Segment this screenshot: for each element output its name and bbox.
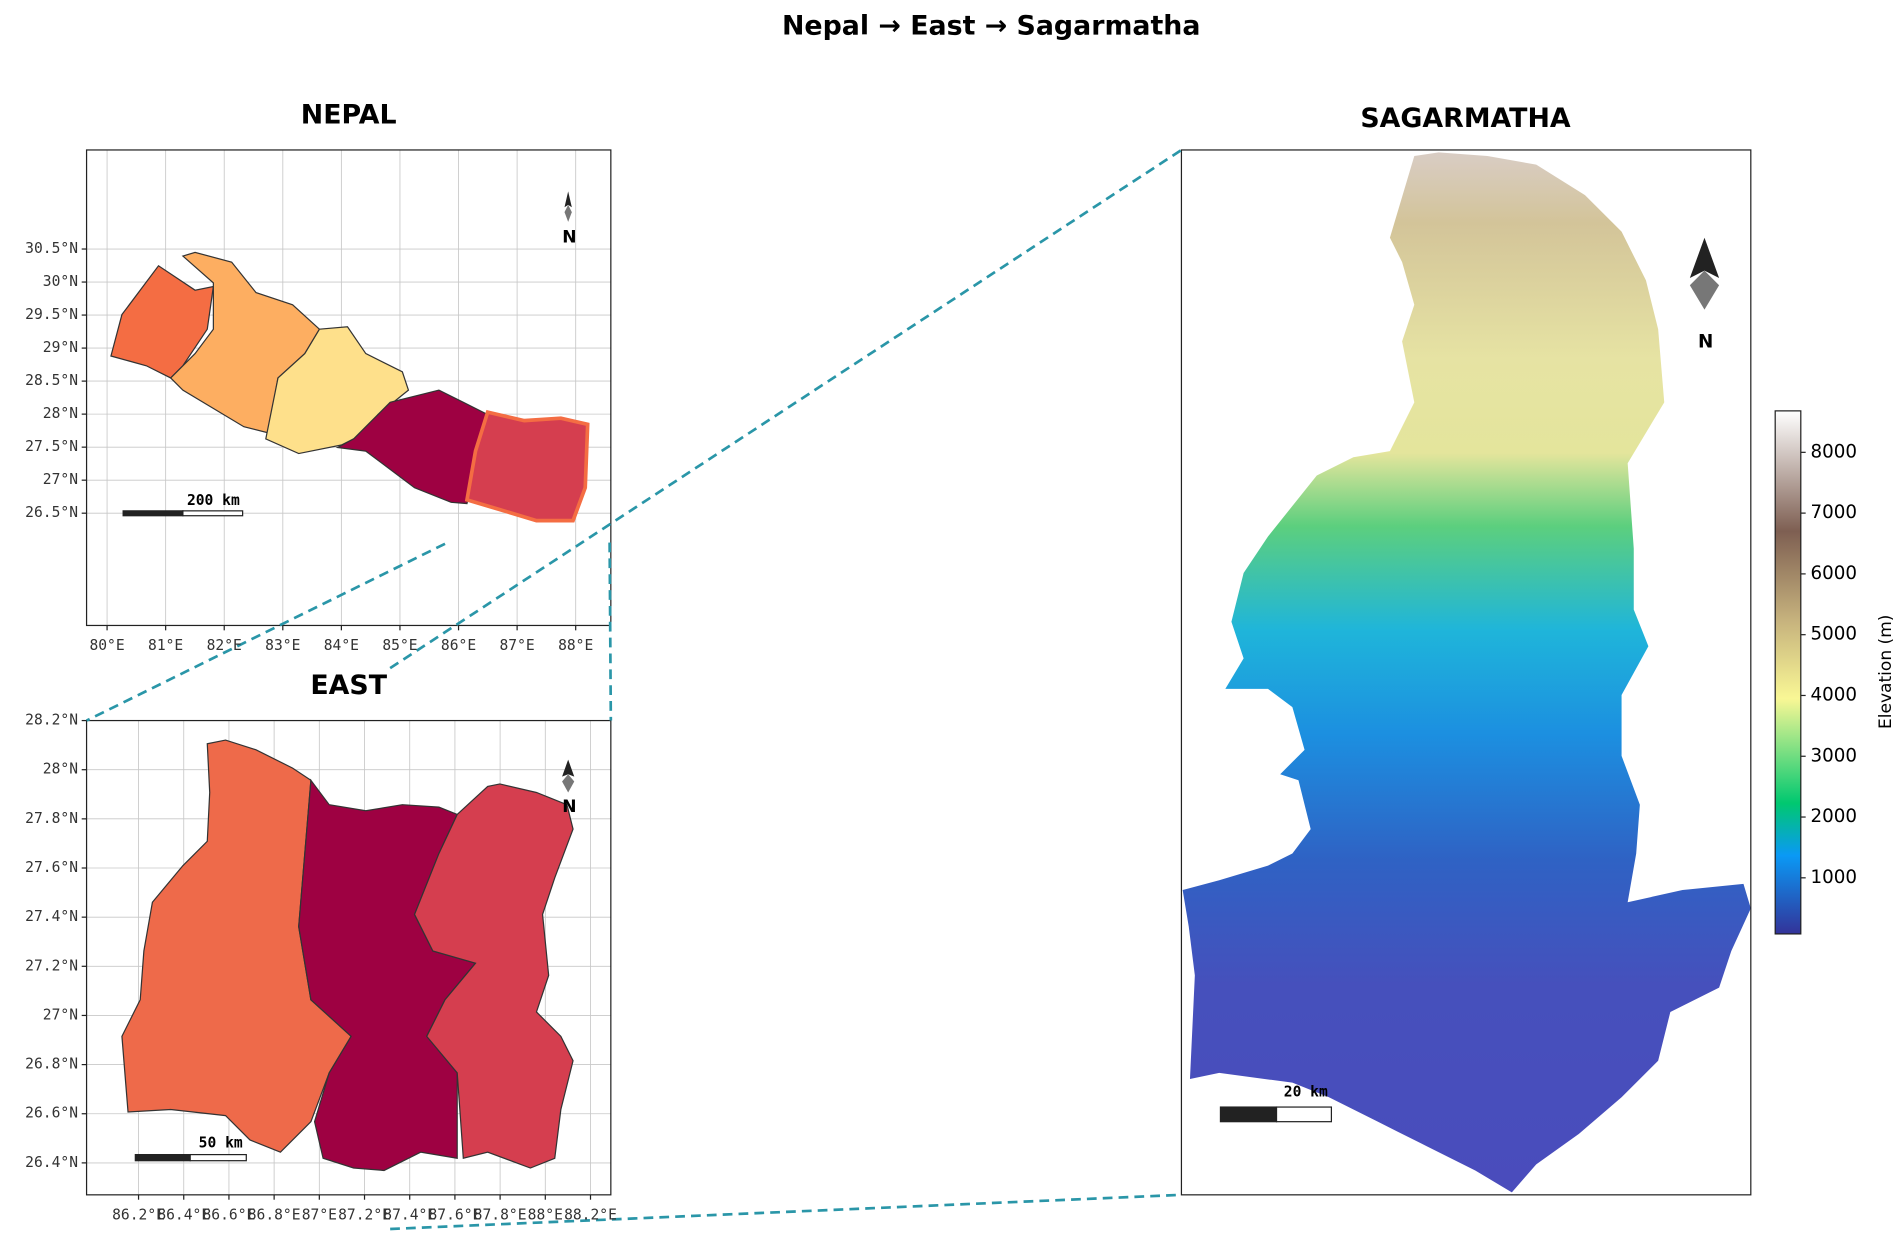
x-tick-label: 86.2°E: [112, 1207, 165, 1224]
y-tick-label: 26.5°N: [25, 504, 78, 521]
scale-bar: [182, 510, 244, 517]
scale-bar: [1275, 1106, 1333, 1123]
district: [413, 783, 574, 1169]
province: [335, 389, 489, 505]
connector: [390, 1193, 1182, 1231]
x-tick-label: 87.8°E: [474, 1207, 527, 1224]
elevation-model: [1182, 152, 1751, 1193]
colorbar-tick-label: 7000: [1811, 502, 1858, 523]
scale-bar: [1219, 1106, 1278, 1123]
districts: [121, 739, 574, 1172]
colorbar-tick-label: 2000: [1811, 806, 1858, 827]
figure-title: Nepal → East → Sagarmatha: [782, 10, 1201, 41]
x-tick-label: 84°E: [324, 637, 359, 654]
connector: [608, 542, 613, 721]
colorbar-tick-label: 6000: [1811, 563, 1858, 584]
x-tick-label: 86.6°E: [203, 1207, 256, 1224]
province: [110, 264, 215, 379]
x-tick-label: 80°E: [89, 637, 124, 654]
x-tick-label: 88.2°E: [564, 1207, 617, 1224]
y-tick-label: 30.5°N: [25, 240, 78, 257]
colorbar-label: Elevation (m): [1876, 615, 1896, 730]
north-label: N: [562, 797, 576, 817]
x-tick-label: 82°E: [207, 637, 242, 654]
north-label: N: [562, 228, 576, 248]
x-tick-label: 87.2°E: [338, 1207, 391, 1224]
y-tick-label: 28°N: [43, 405, 78, 422]
x-tick-label: 88°E: [528, 1207, 563, 1224]
y-tick-label: 27.8°N: [25, 810, 78, 827]
north-arrow: [562, 774, 575, 793]
north-arrow: [1689, 237, 1720, 278]
x-tick-label: 86.8°E: [248, 1207, 301, 1224]
y-tick-label: 27.2°N: [25, 957, 78, 974]
connector: [389, 148, 1183, 670]
x-tick-label: 87°E: [302, 1207, 337, 1224]
scale-bar: [134, 1153, 191, 1162]
y-tick-label: 28.5°N: [25, 372, 78, 389]
scale-bar: [189, 1153, 247, 1162]
y-tick-label: 28°N: [43, 761, 78, 778]
panel-title: NEPAL: [301, 99, 397, 130]
provinces: [110, 251, 590, 523]
x-tick-label: 87.4°E: [383, 1207, 436, 1224]
y-tick-label: 26.6°N: [25, 1105, 78, 1122]
scale-label: 200 km: [187, 492, 240, 509]
y-tick-label: 27.6°N: [25, 859, 78, 876]
x-tick-label: 88°E: [558, 637, 593, 654]
north-arrow: [564, 204, 572, 222]
colorbar-tick-label: 3000: [1811, 745, 1858, 766]
x-tick-label: 81°E: [148, 637, 183, 654]
colorbar-tick-label: 5000: [1811, 624, 1858, 645]
y-tick-label: 30°N: [43, 273, 78, 290]
x-tick-label: 87.6°E: [428, 1207, 481, 1224]
district: [121, 739, 352, 1153]
colorbar: [1774, 410, 1802, 935]
y-tick-label: 27°N: [43, 1006, 78, 1023]
x-tick-label: 83°E: [265, 637, 300, 654]
axes-frame: [85, 149, 612, 627]
x-tick-label: 87°E: [499, 637, 534, 654]
scale-bar: [122, 510, 184, 517]
colorbar-tick-label: 8000: [1811, 441, 1858, 462]
colorbar-ticks: 1000 2000 3000 4000 5000 6000 7000 8000: [1800, 441, 1858, 888]
y-tick-label: 27.5°N: [25, 438, 78, 455]
north-arrow: [1689, 270, 1720, 310]
y-tick-label: 28.2°N: [25, 712, 78, 729]
panel-title: EAST: [310, 670, 387, 701]
axes-frame: [1180, 149, 1752, 1196]
x-tick-label: 86.4°E: [157, 1207, 210, 1224]
north-arrow: [564, 191, 572, 208]
province-highlight: [464, 409, 590, 523]
y-tick-label: 27°N: [43, 471, 78, 488]
connector: [85, 542, 446, 722]
x-tick-label: 86°E: [441, 637, 476, 654]
y-tick-label: 29°N: [43, 339, 78, 356]
x-tick-label: 85°E: [382, 637, 417, 654]
scale-label: 20 km: [1284, 1083, 1328, 1100]
y-tick-label: 26.8°N: [25, 1056, 78, 1073]
colorbar-tick-label: 1000: [1811, 867, 1858, 888]
north-label: N: [1698, 332, 1713, 353]
axes-frame: [85, 719, 612, 1196]
y-tick-label: 26.4°N: [25, 1154, 78, 1171]
panel-title: SAGARMATHA: [1360, 103, 1571, 134]
colorbar-tick-label: 4000: [1811, 684, 1858, 705]
scale-label: 50 km: [199, 1135, 243, 1152]
y-tick-label: 27.4°N: [25, 908, 78, 925]
north-arrow: [562, 759, 575, 777]
y-tick-label: 29.5°N: [25, 306, 78, 323]
